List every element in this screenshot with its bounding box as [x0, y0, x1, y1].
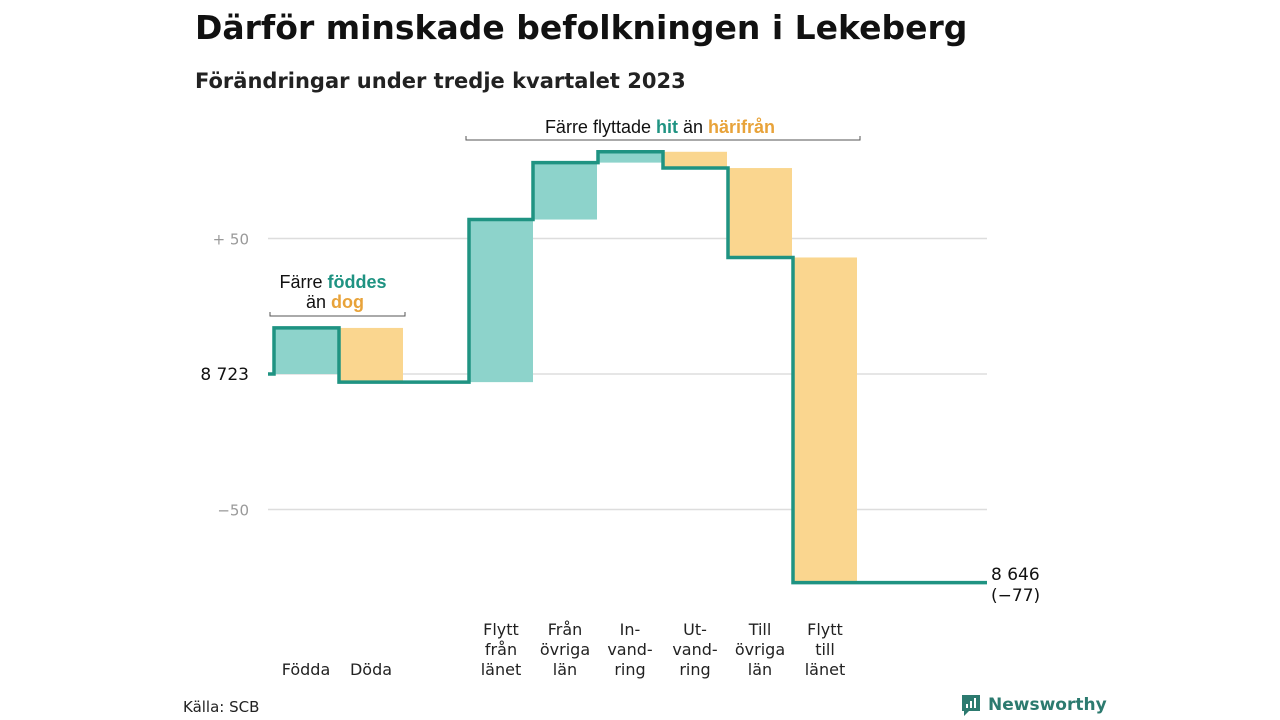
category-label: länet [481, 660, 522, 679]
category-label: In- [620, 620, 641, 639]
end-change-label: (−77) [991, 586, 1040, 606]
waterfall-bar [339, 327, 403, 383]
chart-subtitle: Förändringar under tredje kvartalet 2023 [195, 69, 686, 93]
waterfall-bar [469, 219, 533, 383]
waterfall-bar [274, 327, 338, 374]
births-annotation-line2: än dog [306, 292, 364, 312]
category-label: Flytt [483, 620, 519, 639]
births-annotation-line1: Färre föddes [279, 272, 386, 292]
category-label: övriga [735, 640, 785, 659]
category-label: från [485, 640, 517, 659]
waterfall-bar [793, 257, 857, 583]
category-label: Flytt [807, 620, 843, 639]
migration-bracket [465, 136, 861, 141]
newsworthy-logo-icon [962, 695, 980, 716]
category-label: länet [805, 660, 846, 679]
waterfall-bar [728, 168, 792, 258]
category-label: vand- [607, 640, 652, 659]
migration-annotation: Färre flyttade hit än härifrån [545, 117, 775, 137]
category-label: Till [748, 620, 772, 639]
category-label: övriga [540, 640, 590, 659]
category-label: vand- [672, 640, 717, 659]
cumulative-line [268, 150, 987, 585]
y-tick-label: −50 [217, 502, 249, 520]
category-label: län [553, 660, 577, 679]
category-label: län [748, 660, 772, 679]
category-label: till [815, 640, 835, 659]
brand-name: Newsworthy [988, 695, 1107, 715]
end-value-label: 8 646 [991, 565, 1040, 585]
waterfall-bar [663, 151, 727, 169]
category-label: Födda [282, 660, 331, 679]
category-label: Döda [350, 660, 392, 679]
category-label: Från [548, 620, 583, 639]
source-note: Källa: SCB [183, 698, 260, 716]
chart-title: Därför minskade befolkningen i Lekeberg [195, 8, 968, 47]
y-tick-label: + 50 [213, 231, 249, 249]
category-label: Ut- [683, 620, 707, 639]
category-label: ring [679, 660, 710, 679]
waterfall-bar [598, 151, 662, 163]
brand-logo: Newsworthy [960, 693, 1107, 717]
births-bracket [269, 312, 406, 317]
waterfall-bar [533, 162, 597, 220]
category-label: ring [614, 660, 645, 679]
start-value-label: 8 723 [200, 365, 249, 385]
